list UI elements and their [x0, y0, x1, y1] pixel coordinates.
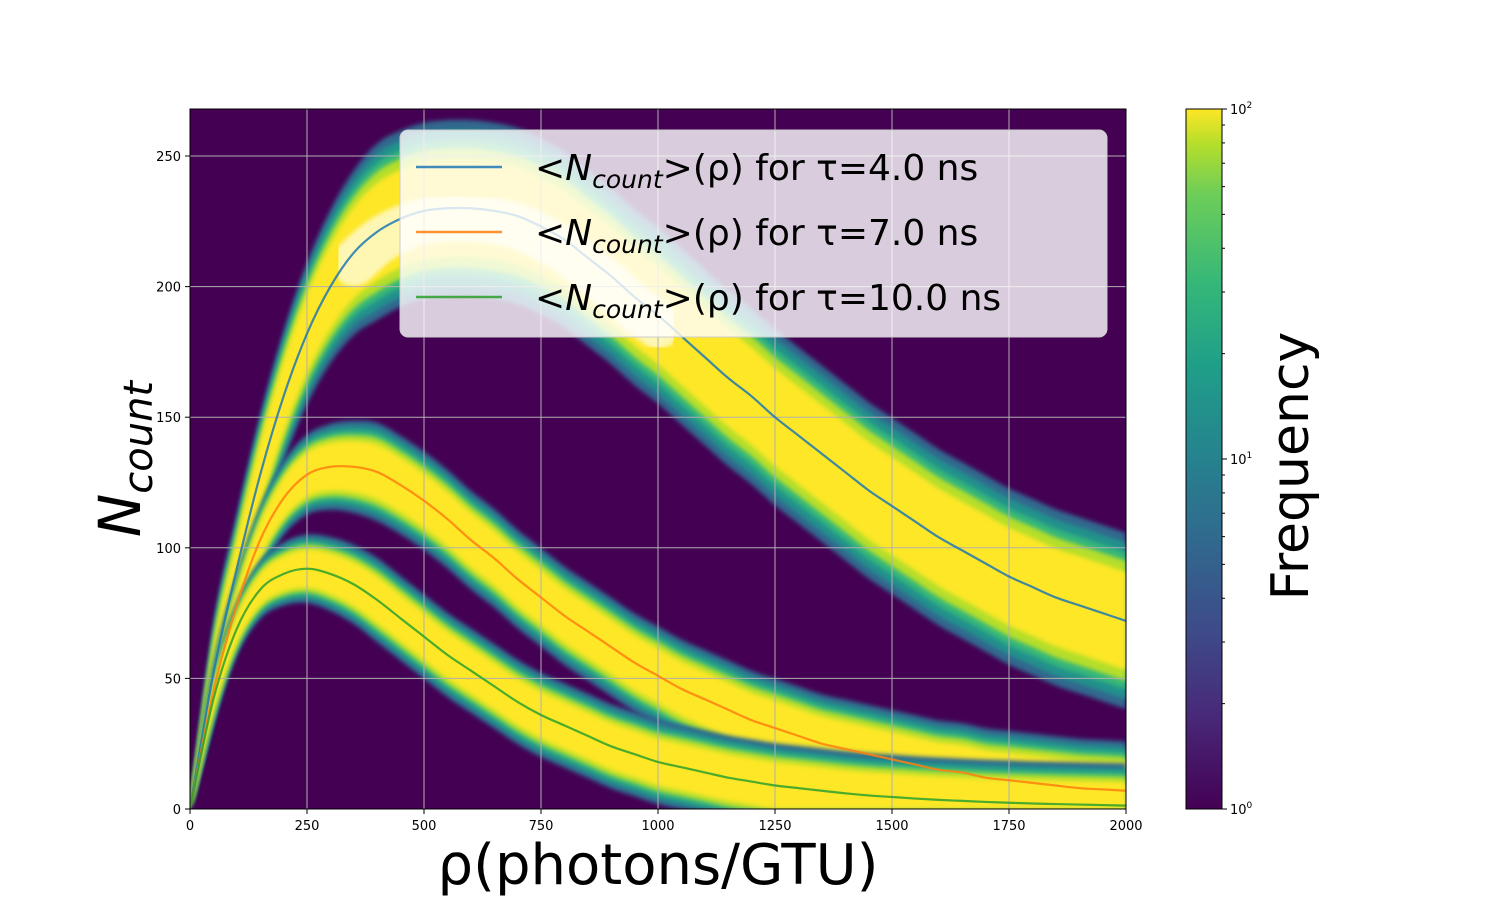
y-axis-label: Ncount	[86, 380, 162, 538]
x-tick-label: 1500	[875, 819, 908, 834]
legend-box	[399, 129, 1108, 338]
colorbar-tick-label: 102	[1230, 101, 1252, 118]
y-axis-ticks: 0 50 100 150 200 250	[156, 150, 190, 818]
colorbar-tick-label: 100	[1230, 801, 1253, 818]
x-tick-label: 0	[186, 819, 194, 834]
legend-label: <Ncount>(ρ) for τ=7.0 ns	[535, 213, 978, 259]
x-axis-label: ρ(photons/GTU)	[438, 833, 879, 898]
svg-text:Ncount: Ncount	[86, 380, 162, 538]
legend-entry-tau-7: <Ncount>(ρ) for τ=7.0 ns	[416, 213, 978, 259]
x-axis-ticks: 0 250 500 750 1000 1250 1500 1750 2000	[186, 809, 1143, 834]
x-tick-label: 1000	[641, 819, 674, 834]
x-tick-label: 2000	[1109, 819, 1142, 834]
x-tick-label: 250	[295, 819, 320, 834]
colorbar-gradient	[1186, 109, 1222, 809]
y-tick-label: 0	[173, 803, 181, 818]
colorbar: 100 101 102 Frequency	[1185, 101, 1321, 818]
y-axis-label-sub: count	[116, 380, 162, 494]
legend-entry-tau-4: <Ncount>(ρ) for τ=4.0 ns	[416, 148, 978, 194]
y-tick-label: 200	[156, 281, 181, 296]
y-tick-label: 50	[164, 672, 181, 687]
y-axis-label-main: N	[86, 494, 154, 537]
x-tick-label: 750	[529, 819, 554, 834]
y-tick-label: 100	[156, 542, 181, 557]
legend: <Ncount>(ρ) for τ=4.0 ns <Ncount>(ρ) for …	[399, 129, 1108, 338]
legend-label: <Ncount>(ρ) for τ=10.0 ns	[535, 278, 1001, 324]
colorbar-label: Frequency	[1261, 332, 1321, 601]
x-tick-label: 1750	[992, 819, 1025, 834]
mean-curve-tau-10	[190, 567, 1126, 809]
y-tick-label: 250	[156, 150, 181, 165]
legend-entry-tau-10: <Ncount>(ρ) for τ=10.0 ns	[416, 278, 1001, 324]
y-tick-label: 150	[156, 411, 181, 426]
colorbar-tick-label: 101	[1230, 451, 1252, 468]
mean-curve-tau-7	[190, 464, 1126, 809]
legend-label: <Ncount>(ρ) for τ=4.0 ns	[535, 148, 978, 194]
x-tick-label: 1250	[758, 819, 791, 834]
x-tick-label: 500	[412, 819, 437, 834]
